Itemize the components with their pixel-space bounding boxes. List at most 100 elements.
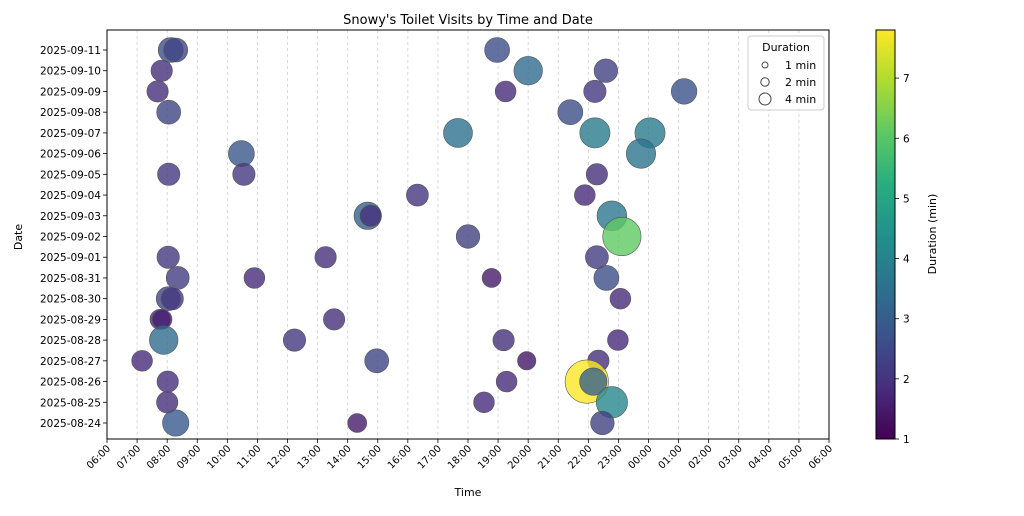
- y-axis-ticks: 2025-08-24 2025-08-25 2025-08-26 2025-08-27…: [40, 45, 107, 430]
- y-tick-label: 2025-09-08: [40, 107, 101, 119]
- data-point: [593, 265, 620, 291]
- colorbar-tick-label: 6: [903, 133, 910, 145]
- x-tick-label: 22:00: [566, 443, 594, 471]
- data-point: [364, 348, 390, 374]
- data-point: [157, 162, 181, 186]
- data-point: [131, 350, 153, 372]
- y-tick-label: 2025-09-07: [40, 128, 101, 140]
- y-axis-label: Date: [12, 224, 25, 251]
- data-point: [232, 162, 256, 186]
- x-tick-label: 13:00: [296, 443, 324, 471]
- data-point: [585, 163, 608, 186]
- x-tick-label: 04:00: [747, 443, 775, 471]
- y-tick-label: 2025-08-29: [40, 314, 101, 326]
- data-point: [583, 79, 607, 103]
- data-point: [347, 413, 368, 433]
- x-tick-label: 08:00: [145, 443, 173, 471]
- data-point: [593, 58, 619, 83]
- x-tick-label: 18:00: [446, 443, 474, 471]
- data-point: [517, 351, 537, 371]
- x-tick-label: 21:00: [536, 443, 564, 471]
- x-tick-label: 06:00: [85, 443, 113, 471]
- colorbar-tick-label: 2: [903, 374, 910, 386]
- data-point: [162, 409, 190, 437]
- x-tick-label: 07:00: [115, 443, 143, 471]
- size-legend: Duration 1 min 2 min 4 min: [747, 35, 825, 111]
- data-point: [406, 183, 429, 207]
- data-point: [359, 204, 382, 227]
- data-point: [585, 245, 609, 270]
- x-axis-ticks: 06:00 07:00 08:00 09:00 10:00 11:00 12:00 13:00…: [85, 439, 835, 472]
- legend-marker: [758, 92, 772, 106]
- data-point: [495, 370, 518, 393]
- colorbar: 1 2 3 4 5 6 7 Duration (min): [875, 29, 939, 446]
- data-point: [163, 37, 188, 63]
- data-point: [228, 140, 255, 167]
- data-point: [160, 287, 184, 311]
- colorbar-tick-label: 1: [903, 434, 910, 446]
- data-point: [146, 80, 169, 103]
- y-tick-label: 2025-09-01: [40, 252, 101, 264]
- x-tick-label: 06:00: [807, 443, 835, 471]
- y-tick-label: 2025-08-28: [40, 335, 101, 347]
- legend-label: 1 min: [785, 59, 816, 72]
- data-point: [282, 328, 306, 352]
- data-point: [481, 268, 502, 288]
- x-tick-label: 20:00: [506, 443, 534, 471]
- x-tick-label: 23:00: [596, 443, 624, 471]
- data-point: [557, 99, 584, 125]
- x-tick-label: 10:00: [205, 443, 233, 471]
- colorbar-tick-label: 3: [903, 314, 910, 326]
- y-tick-label: 2025-09-05: [40, 169, 101, 181]
- data-point: [492, 329, 515, 352]
- x-tick-label: 05:00: [777, 443, 805, 471]
- data-point: [574, 184, 596, 206]
- data-point: [156, 245, 180, 269]
- y-tick-label: 2025-09-09: [40, 86, 101, 98]
- y-tick-label: 2025-08-24: [40, 418, 101, 430]
- data-point: [443, 118, 473, 148]
- data-point: [156, 370, 179, 393]
- chart-title: Snowy's Toilet Visits by Time and Date: [343, 13, 593, 28]
- data-point: [590, 410, 615, 436]
- colorbar-ticks: 1 2 3 4 5 6 7: [895, 73, 910, 446]
- colorbar-tick-label: 4: [903, 254, 910, 266]
- x-tick-label: 12:00: [265, 443, 293, 471]
- data-point: [494, 80, 517, 103]
- x-tick-label: 19:00: [476, 443, 504, 471]
- data-point: [165, 266, 190, 290]
- x-tick-label: 03:00: [717, 443, 745, 471]
- x-tick-label: 14:00: [326, 443, 354, 471]
- y-tick-label: 2025-09-04: [40, 190, 101, 202]
- data-point: [609, 288, 632, 310]
- legend-marker: [760, 77, 770, 87]
- x-axis-label: Time: [454, 486, 482, 499]
- x-tick-label: 17:00: [416, 443, 444, 471]
- x-tick-label: 16:00: [386, 443, 414, 471]
- data-point: [156, 99, 181, 125]
- y-tick-label: 2025-09-11: [40, 45, 101, 57]
- data-point: [314, 246, 337, 269]
- y-tick-label: 2025-09-10: [40, 66, 101, 78]
- legend-entries: 1 min 2 min 4 min: [758, 59, 816, 106]
- y-tick-label: 2025-08-25: [40, 397, 101, 409]
- data-point: [455, 224, 481, 249]
- y-tick-label: 2025-09-06: [40, 149, 101, 161]
- x-tick-label: 01:00: [657, 443, 685, 471]
- x-tick-label: 00:00: [626, 443, 654, 471]
- x-tick-label: 09:00: [175, 443, 203, 471]
- legend-label: 2 min: [785, 76, 816, 89]
- data-point: [243, 267, 266, 289]
- data-points: [131, 37, 698, 437]
- y-tick-label: 2025-08-31: [40, 273, 101, 285]
- y-tick-label: 2025-08-27: [40, 356, 101, 368]
- data-point: [323, 308, 346, 331]
- colorbar-tick-label: 7: [903, 73, 910, 85]
- x-tick-label: 15:00: [356, 443, 384, 471]
- colorbar-gradient: [875, 29, 896, 440]
- colorbar-tick-label: 5: [903, 193, 910, 205]
- y-tick-label: 2025-08-30: [40, 294, 101, 306]
- x-tick-label: 02:00: [687, 443, 715, 471]
